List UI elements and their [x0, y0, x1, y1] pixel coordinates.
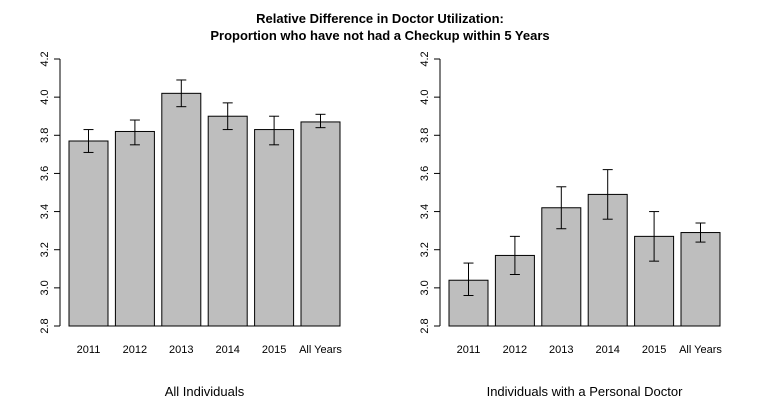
y-tick-label: 3.4 — [39, 204, 51, 219]
error-bar — [83, 129, 94, 153]
y-tick-label: 3.6 — [39, 166, 51, 181]
y-tick-label: 4.0 — [39, 89, 51, 104]
x-tick-label: All Years — [299, 344, 342, 356]
y-tick-label: 3.2 — [419, 242, 431, 257]
panel-personal-doctor: 2.8 3.0 3.2 3.4 3.6 3.8 4.0 4.2 2011 2012 2013 2014… — [419, 51, 722, 399]
error-bar — [222, 102, 233, 131]
x-tick-label: 2012 — [503, 344, 527, 356]
y-tick-label: 4.2 — [39, 51, 51, 66]
bar-2013 — [161, 92, 202, 327]
x-tick-label: 2014 — [595, 344, 619, 356]
x-tick-label: 2011 — [457, 344, 481, 356]
y-tick-label: 2.8 — [39, 318, 51, 333]
x-tick-label: 2014 — [215, 344, 239, 356]
chart-title-line-1: Relative Difference in Doctor Utilizatio… — [256, 11, 504, 26]
chart-title-line-2: Proportion who have not had a Checkup wi… — [210, 28, 549, 43]
x-tick-label: 2011 — [77, 344, 101, 356]
panel-all-individuals: 2.8 3.0 3.2 3.4 3.6 3.8 4.0 4.2 2011 2012 2013 2014… — [39, 51, 342, 399]
y-tick-label: 3.8 — [39, 128, 51, 143]
error-bar — [463, 262, 474, 296]
bar-2012 — [114, 130, 155, 327]
bar-2011 — [68, 140, 109, 327]
y-tick-label: 3.8 — [419, 128, 431, 143]
y-tick-label: 4.0 — [419, 89, 431, 104]
x-tick-label: 2015 — [642, 344, 666, 356]
error-bar — [315, 113, 326, 129]
error-bar — [602, 169, 613, 220]
y-tick-label: 3.0 — [419, 280, 431, 295]
x-axis-label: All Individuals — [165, 384, 245, 399]
y-tick-label: 3.0 — [39, 280, 51, 295]
x-tick-label: All Years — [679, 344, 722, 356]
error-bar — [509, 235, 520, 276]
x-axis-label: Individuals with a Personal Doctor — [487, 384, 683, 399]
x-tick-label: 2015 — [262, 344, 286, 356]
y-tick-label: 3.4 — [419, 204, 431, 219]
error-bar — [176, 79, 187, 108]
error-bar — [269, 115, 280, 146]
error-bar — [129, 119, 140, 146]
bar-2014 — [207, 115, 248, 327]
error-bar — [695, 222, 706, 243]
error-bar — [556, 186, 567, 230]
bar-all-years — [680, 232, 721, 327]
y-tick-label: 3.6 — [419, 166, 431, 181]
error-bar — [649, 211, 660, 262]
x-tick-label: 2013 — [169, 344, 193, 356]
y-tick-label: 3.2 — [39, 242, 51, 257]
y-tick-label: 4.2 — [419, 51, 431, 66]
x-tick-label: 2013 — [549, 344, 573, 356]
bar-2015 — [254, 129, 295, 327]
y-tick-label: 2.8 — [419, 318, 431, 333]
x-tick-label: 2012 — [123, 344, 147, 356]
bar-all-years — [300, 121, 341, 327]
